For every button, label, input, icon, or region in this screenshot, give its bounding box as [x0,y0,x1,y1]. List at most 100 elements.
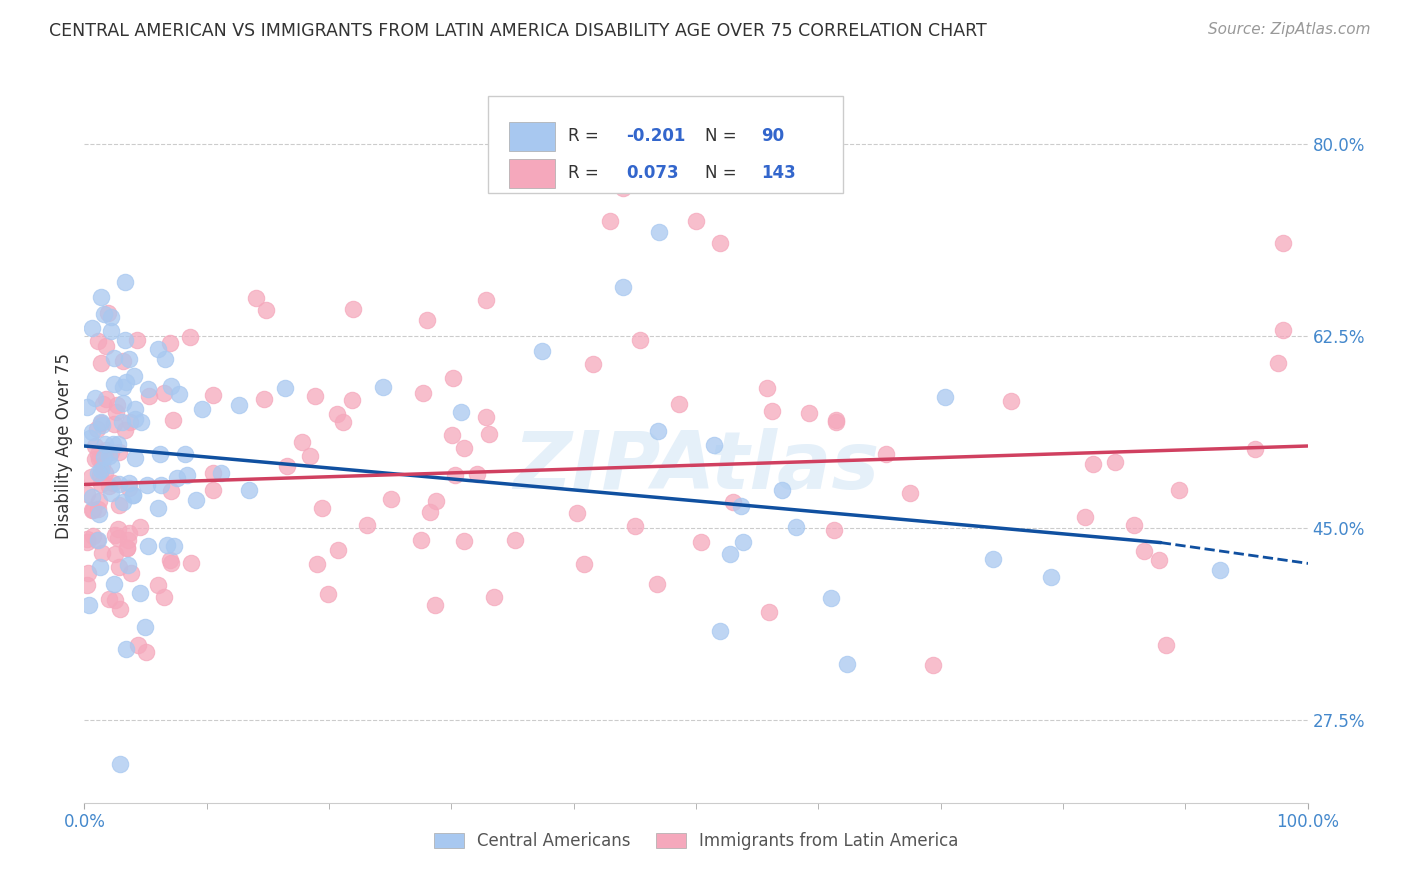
Point [332,415,354,429]
Point [371,380,394,394]
Point [117,533,139,547]
Point [115,375,138,389]
Point [155,351,177,366]
Point [105,405,128,419]
Point [89,507,111,521]
Point [90,416,112,430]
Point [152,590,174,604]
Point [238,483,260,497]
Point [1123,517,1146,532]
Point [1147,553,1170,567]
Text: N =: N = [704,128,741,145]
Point [342,301,364,316]
Point [503,533,526,548]
Point [103,417,125,431]
Point [440,428,463,442]
Point [1272,235,1295,250]
Point [136,478,159,492]
Point [108,476,131,491]
Point [97,449,120,463]
Point [94,392,117,406]
Point [100,445,122,459]
Point [274,381,297,395]
Point [209,466,232,480]
Point [176,467,198,482]
Point [167,386,190,401]
Point [1154,638,1177,652]
Point [668,397,690,411]
Point [114,333,136,347]
Point [90,476,112,491]
Point [1000,394,1022,409]
Point [1104,455,1126,469]
Point [76,532,98,546]
Point [159,483,181,498]
Point [105,398,128,412]
Point [450,405,472,419]
Point [163,540,186,554]
Point [356,517,378,532]
FancyBboxPatch shape [488,96,842,193]
Point [79,431,101,445]
Point [179,330,201,344]
Point [120,566,142,580]
Point [441,370,464,384]
Point [316,587,339,601]
Point [82,321,104,335]
Text: N =: N = [704,164,741,182]
Point [103,437,125,451]
Point [159,553,181,567]
Text: R =: R = [568,128,603,145]
Point [731,535,754,549]
Point [89,468,111,483]
Point [412,385,434,400]
Point [685,214,707,228]
Point [423,599,446,613]
Point [120,415,142,429]
Point [785,520,807,534]
Point [76,487,98,501]
Point [104,593,127,607]
Point [475,293,498,308]
Point [108,602,131,616]
Point [326,543,349,558]
Point [100,324,122,338]
Point [149,477,172,491]
FancyBboxPatch shape [509,122,555,151]
Point [103,351,125,366]
Point [162,413,184,427]
Point [94,436,117,450]
Point [409,533,432,548]
Point [174,447,197,461]
Point [1132,544,1154,558]
Point [875,447,897,461]
Legend: Central Americans, Immigrants from Latin America: Central Americans, Immigrants from Latin… [426,824,966,859]
Point [128,586,150,600]
Point [703,438,725,452]
Point [184,492,207,507]
Point [572,557,595,571]
Point [114,423,136,437]
Point [100,310,122,324]
Point [111,494,134,508]
Point [824,413,846,427]
Point [824,416,846,430]
Point [124,412,146,426]
Point [612,280,634,294]
Text: 0.073: 0.073 [626,164,679,182]
Point [934,390,956,404]
Point [80,470,103,484]
Point [77,598,100,612]
Point [721,495,744,509]
Text: Source: ZipAtlas.com: Source: ZipAtlas.com [1208,22,1371,37]
Point [1168,483,1191,497]
Point [107,559,129,574]
Point [86,533,108,547]
Point [124,402,146,417]
Point [76,535,98,549]
Point [107,531,129,545]
Point [148,447,170,461]
Point [97,478,120,492]
Point [93,450,115,464]
Point [299,449,322,463]
